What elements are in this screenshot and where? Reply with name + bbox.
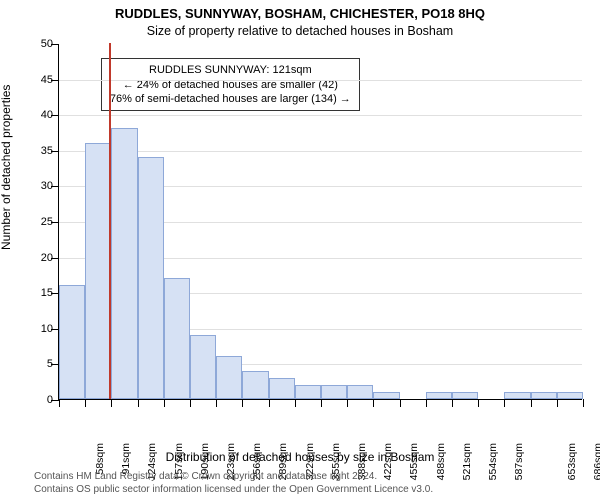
gridline <box>59 80 582 81</box>
y-tick-label: 5 <box>25 358 53 370</box>
histogram-bar <box>452 392 478 399</box>
y-tick-label: 40 <box>25 109 53 121</box>
histogram-bar <box>321 385 347 399</box>
histogram-bar <box>531 392 557 399</box>
y-tick-label: 30 <box>25 180 53 192</box>
histogram-bar <box>190 335 216 399</box>
histogram-bar <box>557 392 583 399</box>
histogram-bar <box>504 392 530 399</box>
y-tick-label: 10 <box>25 323 53 335</box>
marker-line <box>109 43 111 399</box>
x-tick <box>190 399 191 407</box>
x-axis-label: Distribution of detached houses by size … <box>0 450 600 464</box>
x-tick <box>216 399 217 407</box>
x-tick <box>557 399 558 407</box>
gridline <box>59 115 582 116</box>
histogram-bar <box>164 278 190 399</box>
x-tick <box>504 399 505 407</box>
y-tick-label: 15 <box>25 287 53 299</box>
histogram-bar <box>347 385 373 399</box>
x-tick <box>583 399 584 407</box>
x-tick <box>164 399 165 407</box>
histogram-bar <box>59 285 85 399</box>
x-tick <box>269 399 270 407</box>
x-tick <box>85 399 86 407</box>
annotation-line-1: RUDDLES SUNNYWAY: 121sqm <box>110 63 351 77</box>
x-tick <box>347 399 348 407</box>
y-tick-label: 35 <box>25 145 53 157</box>
histogram-bar <box>216 356 242 399</box>
y-tick-label: 25 <box>25 216 53 228</box>
x-tick <box>373 399 374 407</box>
annotation-line-3: 76% of semi-detached houses are larger (… <box>110 92 351 106</box>
chart-area: RUDDLES SUNNYWAY: 121sqm ← 24% of detach… <box>58 44 582 400</box>
x-tick <box>111 399 112 407</box>
x-tick <box>478 399 479 407</box>
x-tick <box>295 399 296 407</box>
x-tick <box>452 399 453 407</box>
histogram-bar <box>138 157 164 399</box>
histogram-bar <box>373 392 399 399</box>
histogram-bar <box>242 371 268 399</box>
x-tick <box>531 399 532 407</box>
title-line-2: Size of property relative to detached ho… <box>0 24 600 38</box>
title-line-1: RUDDLES, SUNNYWAY, BOSHAM, CHICHESTER, P… <box>0 6 600 21</box>
footer-line-2: Contains OS public sector information li… <box>34 484 592 497</box>
y-tick-label: 50 <box>25 38 53 50</box>
x-tick <box>400 399 401 407</box>
histogram-bar <box>269 378 295 399</box>
footer-line-1: Contains HM Land Registry data © Crown c… <box>34 471 592 484</box>
histogram-bar <box>85 143 111 399</box>
annotation-box: RUDDLES SUNNYWAY: 121sqm ← 24% of detach… <box>101 58 360 111</box>
footer: Contains HM Land Registry data © Crown c… <box>34 471 592 496</box>
histogram-bar <box>295 385 321 399</box>
y-tick-label: 20 <box>25 252 53 264</box>
x-tick <box>426 399 427 407</box>
histogram-bar <box>426 392 452 399</box>
x-tick <box>321 399 322 407</box>
x-tick <box>242 399 243 407</box>
y-axis-label: Number of detached properties <box>0 85 13 250</box>
y-tick-label: 0 <box>25 394 53 406</box>
histogram-bar <box>111 128 137 399</box>
x-tick <box>59 399 60 407</box>
x-tick <box>138 399 139 407</box>
y-tick-label: 45 <box>25 74 53 86</box>
